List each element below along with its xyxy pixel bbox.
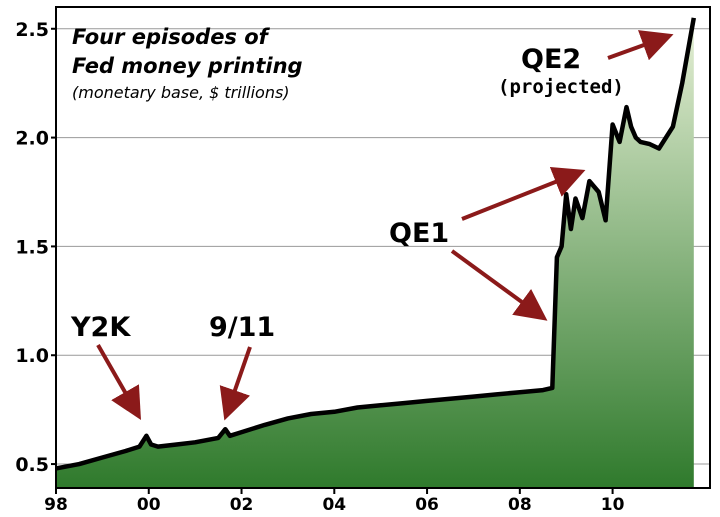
y-tick-label: 2.0 (15, 128, 49, 150)
annotations: Y2K 9/11 QE1 QE2 (projected) (70, 30, 674, 421)
chart-title-line-2: Fed money printing (72, 54, 303, 78)
annotation-911: 9/11 (209, 312, 275, 343)
x-tick-label: 08 (508, 495, 532, 515)
arrow-qe1-lower (450, 249, 548, 321)
x-axis: 98 00 02 04 06 08 10 (44, 488, 625, 515)
arrow-y2k (96, 344, 141, 420)
annotation-y2k: Y2K (70, 312, 131, 343)
y-tick-label: 0.5 (15, 454, 49, 476)
y-tick-label: 1.5 (15, 236, 49, 258)
y-tick-label: 2.5 (15, 19, 49, 41)
x-tick-label: 06 (415, 495, 439, 515)
y-axis: 0.5 1.0 1.5 2.0 2.5 (15, 19, 56, 476)
x-tick-label: 02 (230, 495, 254, 515)
chart-subtitle: (monetary base, $ trillions) (72, 83, 290, 102)
series-line (55, 17, 697, 471)
x-tick-label: 10 (601, 495, 625, 515)
y-tick-label: 1.0 (15, 345, 49, 367)
chart-title-line-1: Four episodes of (72, 25, 271, 49)
x-tick-label: 04 (322, 495, 346, 515)
annotation-qe1: QE1 (389, 218, 449, 249)
annotation-qe2: QE2 (521, 44, 581, 75)
arrow-qe1-upper (461, 166, 586, 221)
arrow-911 (219, 346, 252, 421)
arrow-qe2 (607, 30, 674, 61)
x-tick-label: 00 (137, 495, 161, 515)
series-area (56, 17, 694, 489)
x-tick-label: 98 (44, 495, 68, 515)
annotation-qe2-sub: (projected) (498, 76, 624, 98)
plot-frame (55, 6, 711, 489)
